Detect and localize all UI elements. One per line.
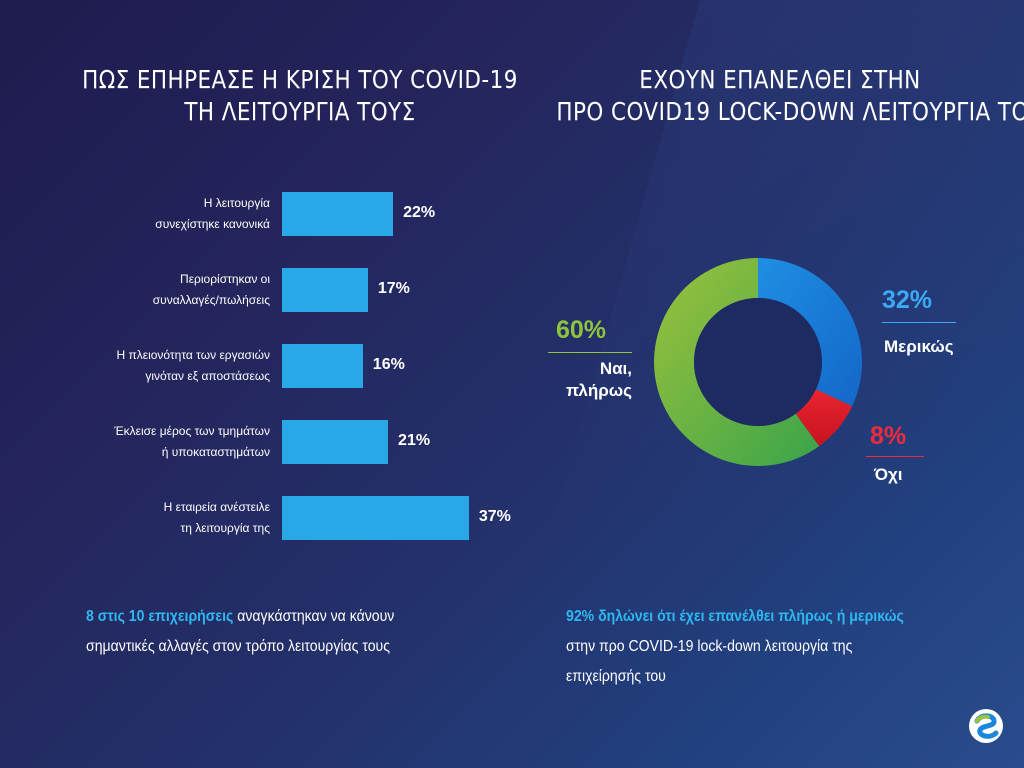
left-title-line-2: ΤΗ ΛΕΙΤΟΥΡΓΙΑ ΤΟΥΣ xyxy=(184,97,416,126)
bar-category-label-line: Έκλεισε μέρος των τμημάτων xyxy=(114,424,270,438)
impact-bar-chart: Η λειτουργία συνεχίστηκε κανονικά 22% Περιο… xyxy=(40,180,540,550)
left-title-line-1: ΠΩΣ ΕΠΗΡΕΑΣΕ Η ΚΡΙΣΗ ΤΟΥ COVID-19 xyxy=(82,65,518,94)
right-note-text-3: επιχείρησής του xyxy=(566,668,666,685)
bar-category-label: Η πλειονότητα των εργασιών γινόταν εξ απο… xyxy=(40,345,270,387)
left-note-text-2: σημαντικές αλλαγές στον τρόπο λειτουργία… xyxy=(86,638,391,655)
slice-label-divider xyxy=(866,456,924,457)
swirl-logo-icon xyxy=(969,709,1003,743)
slice-name-label-line: Ναι, xyxy=(599,359,632,378)
right-note: 92% δηλώνει ότι έχει επανέλθει πλήρως ή … xyxy=(566,602,904,692)
slice-name-label: Ναι, πλήρως xyxy=(548,358,632,402)
bar-value-label: 37% xyxy=(478,508,511,525)
bar-category-label-line: γινόταν εξ αποστάσεως xyxy=(145,369,270,383)
bar xyxy=(282,344,363,388)
recovery-donut-chart xyxy=(654,258,862,466)
slice-percent-label: 60% xyxy=(556,316,607,344)
slice-name-label-line: πλήρως xyxy=(566,381,632,400)
bar xyxy=(282,496,469,540)
bar-category-label: Η εταιρεία ανέστειλε τη λειτουργία της xyxy=(40,497,270,539)
right-chart-title: ΕΧΟΥΝ ΕΠΑΝΕΛΘΕΙ ΣΤΗΝ ΠΡΟ COVID19 LOCK-DO… xyxy=(556,64,1024,128)
right-note-text-2: στην προ COVID-19 lock-down λειτουργία τ… xyxy=(566,638,853,655)
left-note: 8 στις 10 επιχειρήσεις αναγκάστηκαν να κ… xyxy=(86,602,394,662)
slice-label-divider xyxy=(882,322,956,323)
donut-slice xyxy=(795,389,853,447)
left-chart-title: ΠΩΣ ΕΠΗΡΕΑΣΕ Η ΚΡΙΣΗ ΤΟΥ COVID-19 ΤΗ ΛΕΙ… xyxy=(76,64,523,128)
bar-category-label-line: ή υποκαταστημάτων xyxy=(161,445,270,459)
slice-label-divider xyxy=(548,352,632,353)
bar-category-label: Η λειτουργία συνεχίστηκε κανονικά xyxy=(40,193,270,235)
left-note-text-1: αναγκάστηκαν να κάνουν xyxy=(233,608,395,625)
donut-slice xyxy=(654,258,820,466)
bar-value-label: 17% xyxy=(377,280,410,297)
bar-value-label: 21% xyxy=(398,432,431,449)
donut-slice xyxy=(758,258,862,407)
bar-category-label-line: συνεχίστηκε κανονικά xyxy=(155,217,270,231)
bar-value-label: 22% xyxy=(403,204,436,221)
right-title-line-1: ΕΧΟΥΝ ΕΠΑΝΕΛΘΕΙ ΣΤΗΝ xyxy=(639,65,921,94)
bar xyxy=(282,268,368,312)
bar xyxy=(282,420,389,464)
bar-category-label-line: Η πλειονότητα των εργασιών xyxy=(116,348,270,362)
bar-category-label-line: Η λειτουργία xyxy=(203,196,270,210)
right-note-highlight: 92% δηλώνει ότι έχει επανέλθει πλήρως ή … xyxy=(566,608,904,625)
bar-value-label: 16% xyxy=(372,356,405,373)
right-title-line-2: ΠΡΟ COVID19 LOCK-DOWN ΛΕΙΤΟΥΡΓΙΑ ΤΟΥΣ xyxy=(556,97,1024,126)
slice-name-label: Μερικώς xyxy=(884,337,954,356)
slice-percent-label: 8% xyxy=(870,422,907,450)
bar xyxy=(282,192,394,236)
bar-category-label: Περιορίστηκαν οι συναλλαγές/πωλήσεις xyxy=(40,269,270,311)
bar-category-label-line: τη λειτουργία της xyxy=(180,521,270,535)
donut-hole xyxy=(694,298,822,426)
bar-category-label-line: Περιορίστηκαν οι xyxy=(180,272,270,286)
bar-category-label-line: συναλλαγές/πωλήσεις xyxy=(152,293,270,307)
bar-category-label: Έκλεισε μέρος των τμημάτων ή υποκαταστημά… xyxy=(40,421,270,463)
slice-name-label: Όχι xyxy=(874,465,903,484)
bar-category-label-line: Η εταιρεία ανέστειλε xyxy=(163,500,270,514)
slice-percent-label: 32% xyxy=(882,286,933,314)
left-note-highlight: 8 στις 10 επιχειρήσεις xyxy=(86,608,234,625)
